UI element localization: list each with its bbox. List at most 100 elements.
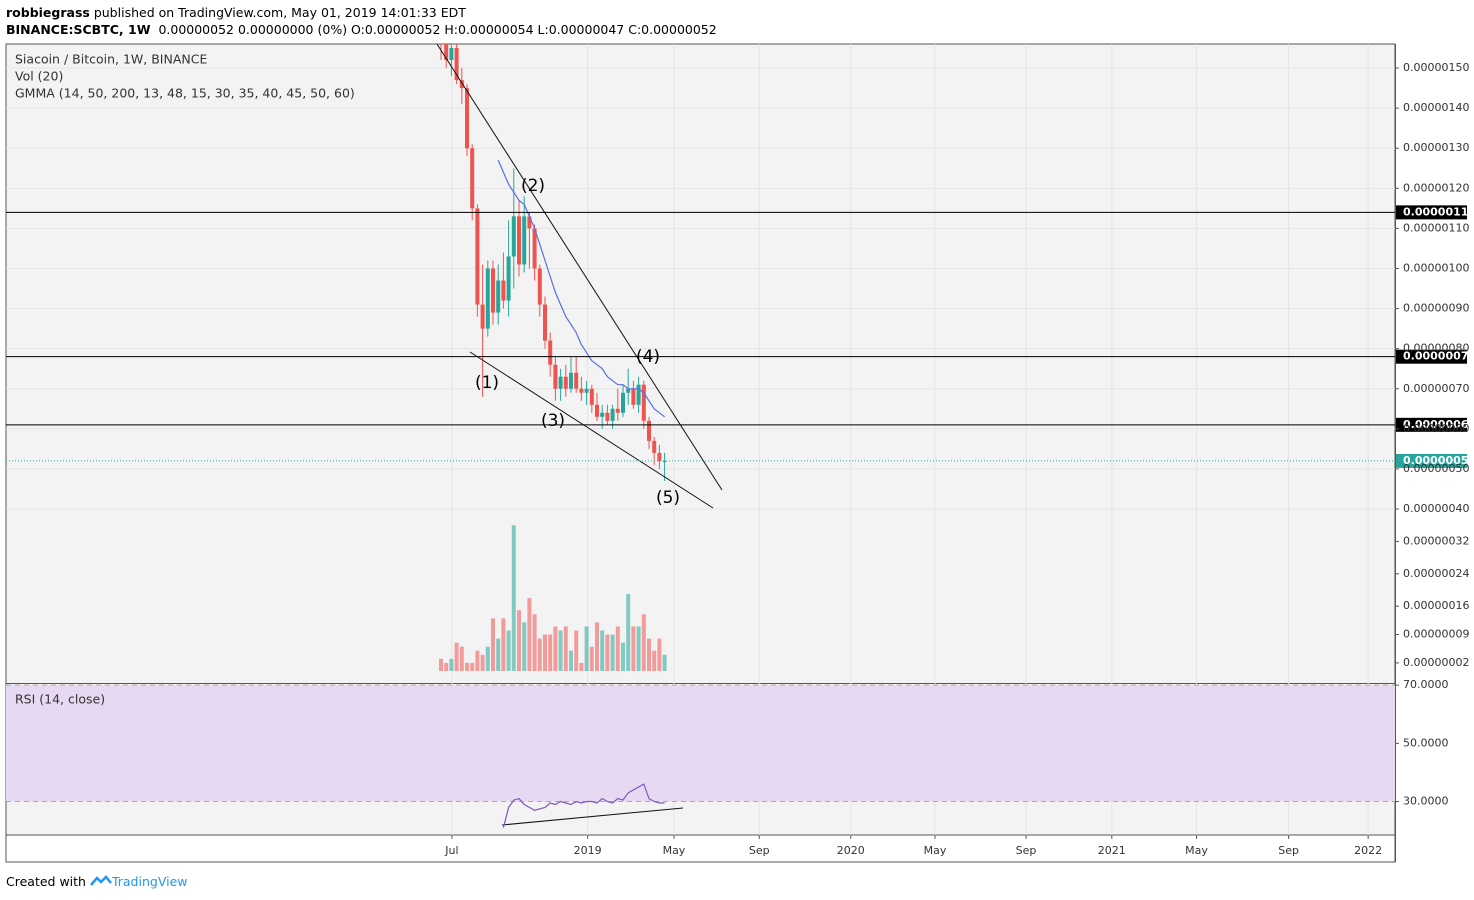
x-tick-label: Sep [1278, 844, 1299, 857]
x-tick-label: 2020 [837, 844, 865, 857]
trendline [469, 351, 714, 509]
volume-bar [589, 646, 594, 671]
candle-body [558, 376, 563, 389]
rsi-tick-label: 50.0000 [1403, 736, 1449, 749]
volume-tick-label: 0.00000009 [1403, 628, 1469, 641]
volume-bar [522, 622, 527, 671]
symbol: BINANCE:SCBTC, 1W [6, 22, 151, 37]
level-label-bg [1396, 205, 1467, 220]
volume-bar [595, 622, 599, 671]
candle-body [459, 80, 464, 89]
volume-bar [532, 614, 537, 671]
volume-tick-label: 0.00000002 [1403, 656, 1469, 669]
volume-bar [631, 626, 636, 671]
x-tick-label: May [663, 844, 686, 857]
candle-body [439, 0, 443, 36]
chart: 0.00000114 0.00000078 0.00000061 0.00000052… [5, 0, 1474, 863]
candle-body [511, 216, 516, 257]
candle-body [506, 256, 511, 301]
trendline [436, 44, 723, 491]
volume-bar [626, 594, 631, 671]
volume-bar [511, 525, 516, 671]
candle-body [543, 304, 547, 341]
y-tick-label: 0.00000070 [1403, 382, 1469, 395]
author: robbiegrass [6, 5, 90, 20]
y-tick-label: 0.00000130 [1403, 141, 1469, 154]
candle-body [470, 148, 475, 209]
wave-label: (1) [475, 373, 499, 393]
candle-body [517, 216, 521, 265]
candle-body [636, 384, 641, 405]
candle-body [652, 440, 657, 453]
volume-bar [657, 638, 662, 671]
x-tick-label: Sep [749, 844, 770, 857]
volume-bar [439, 658, 443, 671]
volume-bar [517, 610, 521, 671]
y-tick-label: 0.00000150 [1403, 61, 1469, 74]
volume-tick-label: 0.00000016 [1403, 599, 1469, 612]
created-with: Created with [6, 874, 86, 889]
gmma-line [497, 160, 665, 418]
rsi-band [6, 685, 1395, 802]
volume-bar [652, 650, 657, 671]
published: published on TradingView.com, May 01, 20… [93, 5, 466, 20]
x-tick-label: Jul [444, 844, 458, 857]
level-label-bg [1396, 349, 1467, 364]
volume-bar [491, 618, 495, 671]
level-label: 0.00000061 [1403, 418, 1474, 431]
volume-bar [662, 654, 667, 671]
volume-bar [621, 642, 625, 671]
volume-bar [480, 654, 485, 671]
wave-label: (4) [636, 347, 660, 367]
candle-body [641, 384, 646, 421]
x-tick-label: May [1185, 844, 1208, 857]
last-price-label: 0.00000052 [1403, 454, 1474, 467]
candle-body [584, 388, 589, 393]
level-label: 0.00000114 [1403, 205, 1474, 218]
candle-body [605, 412, 610, 421]
gmma-legend: GMMA (14, 50, 200, 13, 48, 15, 30, 35, 4… [15, 86, 355, 101]
candle-body [563, 376, 568, 389]
candle-body [532, 228, 537, 269]
volume-bar [641, 614, 646, 671]
volume-bar [496, 638, 501, 671]
candle-body [475, 208, 480, 305]
candle-body [657, 452, 662, 461]
candle-body [595, 404, 599, 417]
y-tick-label: 0.00000140 [1403, 101, 1469, 114]
volume-legend: Vol (20) [15, 69, 63, 84]
quote: 0.00000052 0.00000000 (0%) O:0.00000052 … [158, 22, 717, 37]
candle-body [621, 392, 625, 413]
candle-body [610, 408, 615, 421]
candle-body [647, 420, 651, 441]
candle-body [662, 460, 667, 462]
drawings [436, 44, 723, 509]
volume-bar [558, 630, 563, 671]
x-tick-label: 2022 [1354, 844, 1382, 857]
volume-bar [647, 638, 651, 671]
candle-body [485, 268, 490, 329]
volume-bar [470, 662, 475, 671]
candle-body [626, 388, 631, 393]
candle-body [449, 48, 454, 61]
footer: Created with TradingView [6, 874, 187, 889]
volume-tick-label: 0.00000024 [1403, 567, 1469, 580]
volume-bar [537, 638, 542, 671]
volume-bar [600, 630, 605, 671]
rsi-legend: RSI (14, close) [15, 692, 105, 707]
rsi-tick-label: 70.0000 [1403, 678, 1449, 691]
y-tick-label: 0.00000110 [1403, 221, 1469, 234]
volume-bar [553, 626, 558, 671]
y-tick-label: 0.00000040 [1403, 502, 1469, 515]
volume-bar [605, 634, 610, 671]
last-price-bg [1396, 453, 1467, 468]
candle-body [537, 268, 542, 305]
candle-body [444, 44, 449, 61]
volume-bar [574, 630, 579, 671]
volume-bar [506, 630, 511, 671]
volume-bar [527, 598, 532, 671]
volume-bar [501, 618, 506, 671]
candle-body [574, 372, 579, 389]
volume-bar [475, 650, 480, 671]
